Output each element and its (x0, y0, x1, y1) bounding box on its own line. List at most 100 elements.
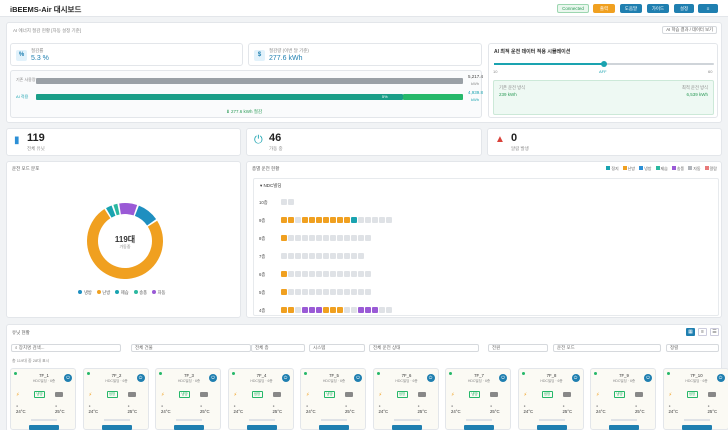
unit-cell[interactable] (295, 307, 301, 313)
control-button[interactable] (536, 425, 567, 430)
unit-cell[interactable] (288, 253, 294, 259)
unit-cell[interactable] (372, 217, 378, 223)
unit-cell[interactable] (288, 289, 294, 295)
unit-cell[interactable] (281, 199, 287, 205)
unit-cell[interactable] (330, 253, 336, 259)
unit-cell[interactable] (386, 217, 392, 223)
unit-cell[interactable] (288, 307, 294, 313)
unit-cell[interactable] (323, 235, 329, 241)
unit-cell[interactable] (281, 253, 287, 259)
menu-button[interactable]: ≡ (698, 4, 718, 13)
unit-cell[interactable] (288, 271, 294, 277)
unit-cell[interactable] (351, 307, 357, 313)
filter-run-state[interactable]: 전체 운전 상태 (369, 344, 479, 352)
unit-cell[interactable] (344, 235, 350, 241)
unit-cell[interactable] (288, 235, 294, 241)
power-icon[interactable]: ⏻ (499, 374, 507, 382)
unit-cell[interactable] (365, 271, 371, 277)
unit-cell[interactable] (295, 217, 301, 223)
filter-system[interactable]: 시스템 (309, 344, 365, 352)
filter-floor[interactable]: 전체 층 (251, 344, 305, 352)
unit-cell[interactable] (372, 307, 378, 313)
unit-cell[interactable] (344, 289, 350, 295)
unit-card[interactable]: 7F_7 HDC빌딩 · 6층 ⏻ ⚡ 냉방 ● 24°C ● 25°C (445, 368, 511, 430)
unit-cell[interactable] (358, 253, 364, 259)
unit-cell[interactable] (330, 271, 336, 277)
unit-cell[interactable] (337, 289, 343, 295)
power-icon[interactable]: ⏻ (716, 374, 725, 382)
unit-card[interactable]: 7F_6 HDC빌딩 · 6층 ⏻ ⚡ 냉방 ● 24°C ● 25°C (372, 368, 439, 430)
slider-thumb[interactable] (601, 61, 607, 67)
unit-cell[interactable] (386, 307, 392, 313)
help-button[interactable]: 도움말 (620, 4, 642, 13)
control-button[interactable] (29, 425, 59, 430)
unit-card[interactable]: 7F_5 HDC빌딩 · 6층 ⏻ ⚡ 냉방 ● 24°C ● 25°C (300, 368, 366, 430)
mode-chip[interactable]: 냉방 (541, 391, 553, 398)
mode-chip[interactable]: 냉방 (179, 391, 190, 398)
unit-cell[interactable] (309, 289, 315, 295)
unit-cell[interactable] (358, 217, 364, 223)
unit-cell[interactable] (337, 217, 343, 223)
unit-card[interactable]: 7F_8 HDC빌딩 · 6층 ⏻ ⚡ 냉방 ● 24°C ● 25°C (517, 368, 584, 430)
print-button[interactable]: 출력 (593, 4, 615, 13)
table-view-button[interactable]: ☰ (710, 328, 719, 336)
unit-cell[interactable] (323, 271, 329, 277)
unit-cell[interactable] (337, 253, 343, 259)
filter-power[interactable]: 전원 (488, 344, 548, 352)
unit-cell[interactable] (281, 289, 287, 295)
unit-cell[interactable] (316, 217, 322, 223)
mode-chip[interactable]: 냉방 (614, 391, 625, 398)
unit-cell[interactable] (351, 217, 357, 223)
control-button[interactable] (319, 425, 349, 430)
settings-button[interactable]: 설정 (674, 4, 694, 13)
unit-cell[interactable] (358, 289, 364, 295)
unit-cell[interactable] (316, 253, 322, 259)
mode-chip[interactable]: 냉방 (469, 391, 480, 398)
unit-cell[interactable] (323, 253, 329, 259)
unit-cell[interactable] (309, 253, 315, 259)
unit-cell[interactable] (344, 253, 350, 259)
power-icon[interactable]: ⏻ (426, 374, 435, 382)
power-icon[interactable]: ⏻ (354, 374, 362, 382)
unit-cell[interactable] (330, 289, 336, 295)
unit-cell[interactable] (344, 271, 350, 277)
power-icon[interactable]: ⏻ (209, 374, 217, 382)
mode-chip[interactable]: 냉방 (324, 391, 335, 398)
unit-cell[interactable] (316, 235, 322, 241)
unit-search-input[interactable]: ⌕ 장치명 검색... (11, 344, 121, 352)
filter-mode[interactable]: 운전 모드 (553, 344, 661, 352)
unit-card[interactable]: 7F_2 HDC빌딩 · 6층 ⏻ ⚡ 냉방 ● 24°C ● 25°C (82, 368, 149, 430)
unit-cell[interactable] (351, 289, 357, 295)
unit-cell[interactable] (302, 235, 308, 241)
unit-cell[interactable] (351, 271, 357, 277)
guide-button[interactable]: 가이드 (647, 4, 669, 13)
control-button[interactable] (464, 425, 494, 430)
unit-cell[interactable] (344, 217, 350, 223)
unit-cell[interactable] (295, 235, 301, 241)
unit-card[interactable]: 7F_1 HDC빌딩 · 6층 ⏻ ⚡ 냉방 ● 24°C ● 25°C (10, 368, 76, 430)
ai-data-button[interactable]: AI 학습 결과 / 데이터 보기 (662, 26, 717, 34)
unit-cell[interactable] (295, 253, 301, 259)
power-icon[interactable]: ⏻ (136, 374, 145, 382)
unit-cell[interactable] (379, 307, 385, 313)
unit-cell[interactable] (337, 235, 343, 241)
unit-cell[interactable] (365, 307, 371, 313)
power-icon[interactable]: ⏻ (281, 374, 290, 382)
unit-card[interactable]: 7F_4 HDC빌딩 · 6층 ⏻ ⚡ 냉방 ● 24°C ● 25°C (227, 368, 294, 430)
unit-card[interactable]: 7F_10 HDC빌딩 · 6층 ⏻ ⚡ 냉방 ● 24°C ● 25°C (662, 368, 728, 430)
unit-cell[interactable] (358, 307, 364, 313)
unit-cell[interactable] (316, 307, 322, 313)
unit-cell[interactable] (309, 217, 315, 223)
unit-cell[interactable] (323, 217, 329, 223)
unit-cell[interactable] (302, 217, 308, 223)
mode-chip[interactable]: 냉방 (106, 391, 118, 398)
mode-chip[interactable]: 냉방 (251, 391, 263, 398)
filter-sort[interactable]: 정렬 (666, 344, 719, 352)
unit-cell[interactable] (323, 307, 329, 313)
unit-cell[interactable] (330, 307, 336, 313)
unit-cell[interactable] (302, 271, 308, 277)
unit-cell[interactable] (337, 271, 343, 277)
control-button[interactable] (174, 425, 204, 430)
unit-cell[interactable] (288, 217, 294, 223)
unit-cell[interactable] (288, 199, 294, 205)
